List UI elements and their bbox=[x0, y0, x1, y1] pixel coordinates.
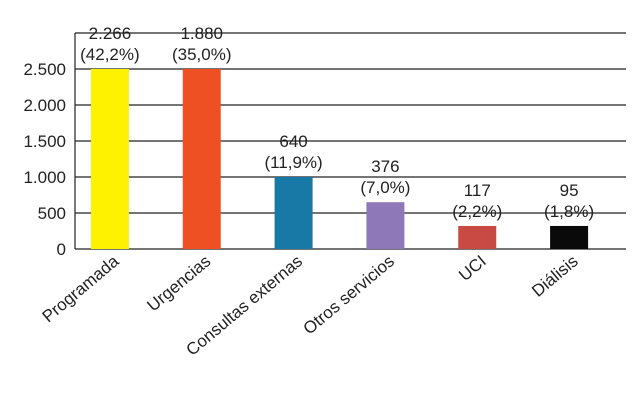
bar bbox=[90, 69, 129, 249]
percent-label: (7,0%) bbox=[360, 178, 410, 197]
y-tick-label: 1.500 bbox=[23, 132, 66, 151]
bar bbox=[366, 202, 405, 249]
x-tick-label: Urgencias bbox=[143, 252, 214, 316]
value-label: 1.880 bbox=[180, 24, 223, 43]
bars bbox=[90, 69, 589, 249]
bar bbox=[182, 69, 221, 249]
value-label: 640 bbox=[279, 132, 307, 151]
x-tick-label: Diálisis bbox=[528, 252, 581, 301]
y-tick-label: 1.000 bbox=[23, 168, 66, 187]
value-label: 117 bbox=[464, 181, 491, 200]
y-tick-label: 500 bbox=[38, 204, 66, 223]
axes bbox=[74, 33, 626, 250]
x-tick-label: Programada bbox=[39, 251, 123, 326]
percent-label: (35,0%) bbox=[172, 45, 232, 64]
y-tick-labels: 0 500 1.000 1.500 2.000 2.500 bbox=[23, 60, 66, 259]
percent-label: (42,2%) bbox=[80, 45, 140, 64]
y-tick-label: 2.000 bbox=[23, 96, 66, 115]
gridlines bbox=[75, 32, 626, 214]
bar bbox=[274, 177, 313, 249]
value-label: 376 bbox=[371, 157, 399, 176]
x-tick-label: UCI bbox=[455, 252, 490, 285]
value-label: 2.266 bbox=[89, 24, 132, 43]
percent-label: (11,9%) bbox=[264, 153, 322, 172]
y-tick-label: 0 bbox=[57, 240, 66, 259]
percent-label: (2,2%) bbox=[452, 202, 502, 221]
bar bbox=[550, 225, 589, 249]
value-label: 95 bbox=[560, 181, 579, 200]
bar bbox=[458, 225, 497, 249]
x-tick-label: Otros servicios bbox=[300, 252, 398, 339]
y-tick-label: 2.500 bbox=[23, 60, 66, 79]
percent-label: (1,8%) bbox=[544, 202, 594, 221]
data-labels: 2.266 (42,2%) 1.880 (35,0%) 640 (11,9%) 376 (7,… bbox=[80, 24, 594, 221]
